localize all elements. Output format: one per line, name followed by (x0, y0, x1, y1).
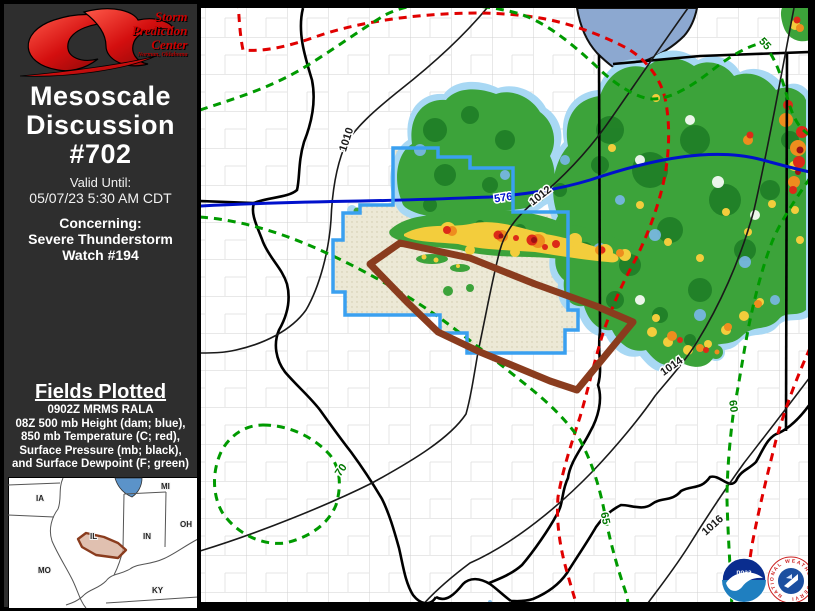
fields-plotted-line: Surface Pressure (mb; black), (19, 444, 182, 457)
title-number: #702 (69, 139, 132, 169)
concerning-label: Concerning: (59, 215, 142, 231)
height-label-576: 576 (493, 191, 513, 206)
indiana-ohio-border (784, 52, 789, 432)
page-title: Mesoscale Discussion #702 (4, 82, 197, 169)
state-label: IA (36, 494, 44, 503)
ohio-river-west (435, 577, 512, 602)
mississippi-river-border (251, 8, 438, 602)
noaa-logo: noaa (721, 557, 767, 602)
state-label: IN (143, 532, 151, 541)
dewpoint-label-60: 60 (726, 399, 739, 413)
state-label: IL (90, 532, 97, 541)
fields-plotted-line: and Surface Dewpoint (F; green) (12, 458, 189, 470)
wabash-river-border (488, 331, 602, 585)
spc-org-line: Prediction (131, 23, 188, 38)
state-label: OH (180, 520, 192, 529)
temp-contour-main (236, 8, 671, 602)
spc-org-line: Storm (154, 9, 188, 24)
valid-until-value: 05/07/23 5:30 AM CDT (29, 190, 172, 206)
spc-logo-text: Storm Prediction Center Norman, Oklahoma (132, 10, 188, 59)
inset-md-polygon (76, 531, 128, 560)
radar-imagery (347, 8, 808, 602)
radar-darkred-layer (498, 146, 804, 243)
title-line: Mesoscale (29, 81, 172, 111)
height-contour-576 (201, 152, 808, 208)
ohio-river-border (510, 404, 808, 602)
spc-logo-swoosh (19, 8, 175, 77)
inset-state-labels: IA MI IL IN OH MO KY (35, 481, 193, 596)
dewpoint-70-loop (213, 423, 341, 545)
inset-map-svg: IA MI IL IN OH MO KY (7, 476, 199, 610)
dewpoint-contours (201, 8, 808, 602)
illinois-indiana-border (597, 54, 602, 333)
isobar-1012 (201, 8, 689, 552)
sidebar: Storm Prediction Center Norman, Oklahoma… (0, 0, 199, 611)
radar-darkgreen-layer (423, 106, 799, 346)
spc-org-line: Center (151, 37, 188, 52)
fields-plotted-heading: Fields Plotted (34, 381, 167, 403)
concerning-line: Severe Thunderstorm (28, 231, 173, 247)
state-label: KY (152, 586, 164, 595)
map-svg: 1010 1012 1014 1016 576 55 60 65 70 noaa (197, 0, 815, 611)
dewpoint-label-65: 65 (598, 511, 612, 525)
dewpoint-55 (201, 8, 808, 136)
mesoscale-discussion-polygon (366, 239, 637, 394)
inset-lake-michigan (114, 477, 143, 498)
map-frame (197, 0, 815, 611)
dewpoint-60 (725, 178, 808, 602)
isobar-1014 (424, 8, 795, 602)
fields-plotted-line: 0902Z MRMS RALA (47, 404, 154, 416)
inset-state-borders (7, 477, 199, 609)
isobar-1010 (201, 8, 488, 354)
noaa-logo-text: noaa (736, 569, 752, 576)
title-line: Discussion (25, 110, 176, 140)
spc-org-location: Norman, Oklahoma (137, 52, 188, 58)
state-label: MI (161, 482, 170, 491)
fields-plotted-line: 850 mb Temperature (C; red), (21, 431, 180, 443)
main-weather-map: 1010 1012 1014 1016 576 55 60 65 70 noaa (197, 0, 815, 611)
valid-until-label: Valid Until: (69, 175, 132, 190)
locator-inset-map: IA MI IL IN OH MO KY (7, 476, 199, 610)
state-label: MO (38, 566, 51, 575)
concerning-watch-number: Watch #194 (62, 247, 139, 263)
fields-plotted-line: 08Z 500 mb Height (dam; blue), (15, 417, 186, 430)
surface-pressure-contours (201, 8, 808, 602)
spc-logo: Storm Prediction Center Norman, Oklahoma (6, 6, 196, 80)
isobar-1016 (647, 378, 808, 602)
